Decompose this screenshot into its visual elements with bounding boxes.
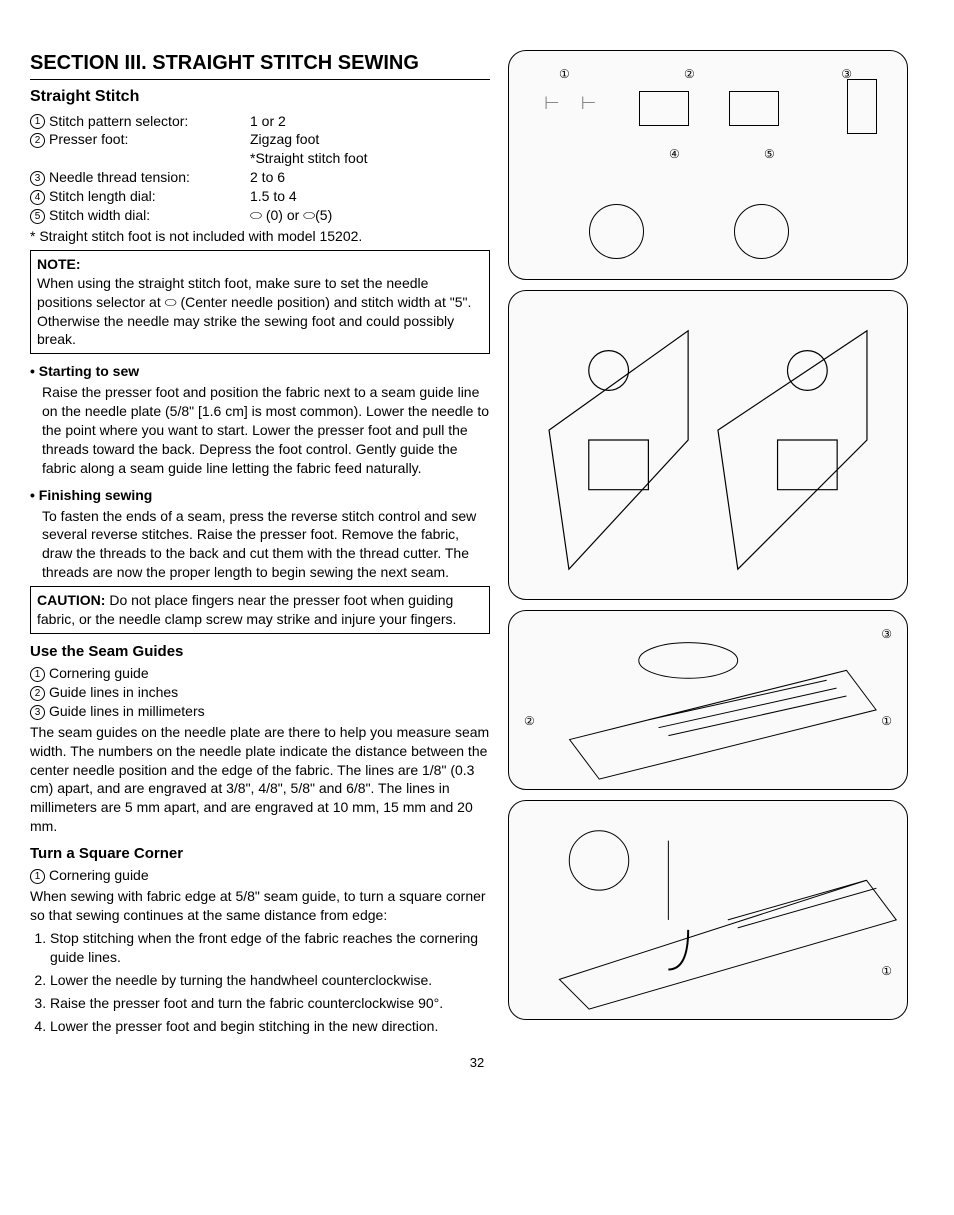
setting-label: Needle thread tension:: [49, 169, 190, 185]
setting-label: Stitch pattern selector:: [49, 113, 188, 129]
setting-value: *Straight stitch foot: [250, 149, 490, 168]
settings-footnote: * Straight stitch foot is not included w…: [30, 227, 490, 246]
caution-box: CAUTION: Do not place fingers near the p…: [30, 586, 490, 634]
sq-item-num: 1: [30, 869, 45, 884]
finishing-body: To fasten the ends of a seam, press the …: [30, 507, 490, 583]
fig-label: ③: [881, 626, 892, 642]
needle-plate-illustration-icon: [509, 611, 907, 789]
page-number: 32: [30, 1054, 924, 1072]
setting-num: 1: [30, 114, 45, 129]
fig-label: ①: [881, 713, 892, 729]
pattern-icon: [729, 91, 779, 126]
sq-item-label: Cornering guide: [49, 867, 149, 883]
setting-num: 5: [30, 209, 45, 224]
setting-value: ⬭ (0) or ⬭(5): [250, 206, 490, 225]
note-box: NOTE: When using the straight stitch foo…: [30, 250, 490, 354]
setting-num: 3: [30, 171, 45, 186]
fig-label: ②: [684, 66, 695, 82]
square-corner-steps: Stop stitching when the front edge of th…: [30, 929, 490, 1035]
setting-value: 1.5 to 4: [250, 187, 490, 206]
setting-value: 1 or 2: [250, 112, 490, 131]
finishing-head: Finishing sewing: [30, 486, 490, 505]
figure-needle-plate: ① ② ③: [508, 610, 908, 790]
step: Stop stitching when the front edge of th…: [50, 929, 490, 967]
seam-item-num: 3: [30, 705, 45, 720]
needle-position-icon: ⊢ ⊢: [544, 91, 604, 115]
setting-label: Presser foot:: [49, 131, 128, 147]
square-corner-intro: When sewing with fabric edge at 5/8" sea…: [30, 887, 490, 925]
fig-label: ①: [559, 66, 570, 82]
dial-icon: [589, 204, 644, 259]
setting-value: 2 to 6: [250, 168, 490, 187]
starting-body: Raise the presser foot and position the …: [30, 383, 490, 477]
setting-label: Stitch width dial:: [49, 207, 150, 223]
note-title: NOTE:: [37, 256, 81, 272]
settings-table: 1 Stitch pattern selector: 1 or 2 2 Presse…: [30, 112, 490, 225]
seam-item-label: Cornering guide: [49, 665, 149, 681]
straight-stitch-heading: Straight Stitch: [30, 86, 490, 108]
seam-guides-body: The seam guides on the needle plate are …: [30, 723, 490, 836]
fig-label: ⑤: [764, 146, 775, 162]
seam-guides-heading: Use the Seam Guides: [30, 642, 490, 662]
seam-item-num: 2: [30, 686, 45, 701]
fig-label: ④: [669, 146, 680, 162]
step: Lower the presser foot and begin stitchi…: [50, 1017, 490, 1036]
seam-item-label: Guide lines in inches: [49, 684, 178, 700]
figure-presser-feet: [508, 290, 908, 600]
note-body: When using the straight stitch foot, mak…: [37, 275, 471, 348]
step: Lower the needle by turning the handwhee…: [50, 971, 490, 990]
setting-num: 2: [30, 133, 45, 148]
starting-head: Starting to sew: [30, 362, 490, 381]
section-title: SECTION III. STRAIGHT STITCH SEWING: [30, 50, 490, 80]
fig-label: ②: [524, 713, 535, 729]
seam-item-num: 1: [30, 667, 45, 682]
figure-dials: ① ② ③ ④ ⑤ ⊢ ⊢: [508, 50, 908, 280]
fig-label: ①: [881, 963, 892, 979]
presser-foot-illustration-icon: [509, 291, 907, 599]
dial-icon: [734, 204, 789, 259]
setting-num: 4: [30, 190, 45, 205]
selector-icon: [847, 79, 877, 134]
cornering-illustration-icon: [509, 801, 907, 1019]
square-corner-heading: Turn a Square Corner: [30, 844, 490, 864]
seam-item-label: Guide lines in millimeters: [49, 703, 205, 719]
setting-value: Zigzag foot: [250, 130, 490, 149]
figure-cornering: ①: [508, 800, 908, 1020]
pattern-icon: [639, 91, 689, 126]
setting-label: Stitch length dial:: [49, 188, 156, 204]
caution-title: CAUTION:: [37, 592, 105, 608]
step: Raise the presser foot and turn the fabr…: [50, 994, 490, 1013]
